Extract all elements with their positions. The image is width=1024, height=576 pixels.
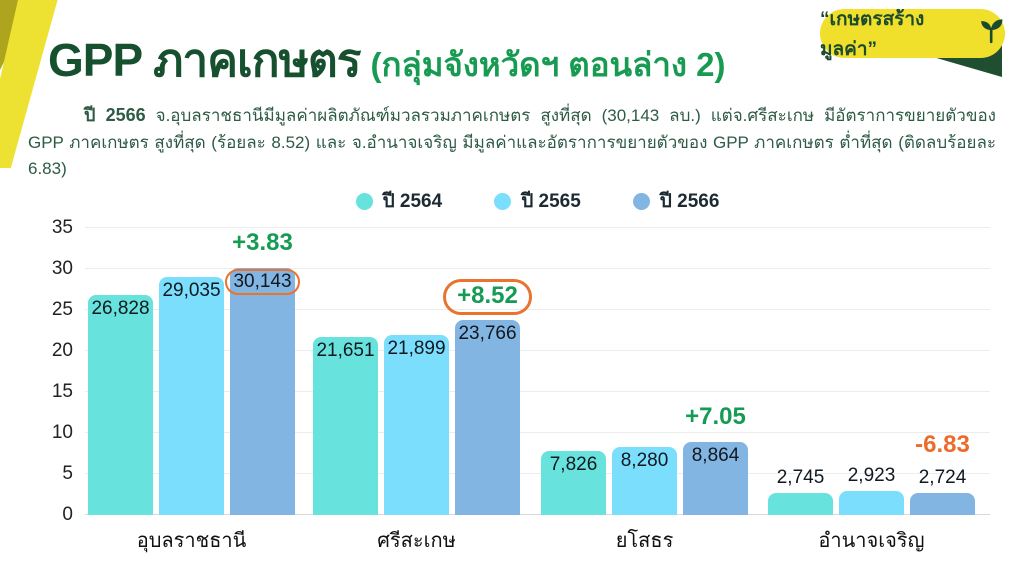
- growth-annotation-text: +3.83: [232, 228, 293, 256]
- bar-value-text: 23,766: [458, 323, 517, 345]
- gridline-15: [85, 391, 990, 392]
- bar-ปี 2564-อำนาจเจริญ: 2,745: [768, 467, 833, 515]
- summary-body: จ.อุบลราชธานีมีมูลค่าผลิตภัณฑ์มวลรวมภาคเ…: [28, 106, 996, 179]
- bar-value-label: 7,826: [541, 454, 606, 476]
- bar-chart-plot: 0 5 10 15 20 25 30 35 26,828 29,035 30,143 +3.83 อุบ…: [52, 218, 990, 552]
- bar-value-label: 23,766: [455, 323, 520, 345]
- bar-value-label: 2,724: [910, 467, 975, 489]
- bar-value-text: 29,035: [162, 279, 221, 301]
- y-axis-tick-label: 25: [51, 299, 73, 320]
- gridline-0: [85, 514, 990, 515]
- gridline-20: [85, 350, 990, 351]
- gridline-25: [85, 309, 990, 310]
- bar-group-3: 7,826 8,280 8,864 +7.05 ยโสธร: [541, 228, 748, 552]
- bar-value-label: 29,035: [159, 280, 224, 302]
- bar-value-text: 21,651: [316, 340, 375, 362]
- bar-group-1: 26,828 29,035 30,143 +3.83 อุบลราชธานี: [88, 228, 300, 552]
- legend-label: ปี 2564: [382, 191, 443, 212]
- growth-annotation: +8.52: [443, 279, 532, 316]
- bar-ปี 2566-อุบลราชธานี: 30,143: [225, 267, 300, 515]
- growth-annotation: +7.05: [683, 403, 748, 431]
- chart-legend: ปี 2564 ปี 2565 ปี 2566: [85, 186, 990, 216]
- y-axis-tick-label: 5: [62, 463, 73, 484]
- bar-value-label: 8,864: [683, 445, 748, 467]
- bar-value-label: 21,651: [313, 340, 378, 362]
- bar-value-text: 2,923: [847, 465, 896, 487]
- bar-ปี 2566-อำนาจเจริญ: 2,724: [910, 467, 975, 515]
- summary-text: ปี 2566 จ.อุบลราชธานีมีมูลค่าผลิตภัณฑ์มว…: [28, 102, 996, 183]
- page-title: GPP ภาคเกษตร: [48, 34, 361, 86]
- bar-ปี 2564-ศรีสะเกษ: 21,651: [313, 337, 378, 515]
- growth-annotation-text: +8.52: [443, 279, 532, 316]
- y-axis-tick-label: 20: [51, 340, 73, 361]
- bar-value-text: 2,724: [918, 466, 967, 488]
- bar-value-label: 2,745: [768, 467, 833, 489]
- bar-group-2: 21,651 21,899 23,766 +8.52 ศรีสะเกษ: [313, 228, 532, 552]
- gridline-30: [85, 268, 990, 269]
- bar-ปี 2566-ศรีสะเกษ: 23,766: [455, 320, 520, 515]
- bar-value-label: 8,280: [612, 450, 677, 472]
- bar-value-text: 30,143: [225, 268, 300, 295]
- bar-group-4: 2,745 2,923 2,724 -6.83 อำนาจเจริญ: [768, 228, 975, 552]
- page-subtitle: (กลุ่มจังหวัดฯ ตอนล่าง 2): [370, 46, 726, 83]
- bar-ปี 2565-ยโสธร: 8,280: [612, 447, 677, 515]
- legend-label: ปี 2566: [659, 191, 720, 212]
- growth-annotation: -6.83: [910, 431, 975, 459]
- bar-ปี 2566-ยโสธร: 8,864: [683, 442, 748, 515]
- bar-ปี 2565-ศรีสะเกษ: 21,899: [384, 335, 449, 515]
- y-axis-tick-label: 15: [51, 381, 73, 402]
- bar-ปี 2564-อุบลราชธานี: 26,828: [88, 295, 153, 515]
- gridline-10: [85, 432, 990, 433]
- page-header: GPP ภาคเกษตร (กลุ่มจังหวัดฯ ตอนล่าง 2): [48, 24, 726, 97]
- bar-value-label: 26,828: [88, 298, 153, 320]
- y-axis-tick-label: 10: [51, 422, 73, 443]
- legend-color-dot: [632, 192, 650, 210]
- y-axis-tick-label: 30: [51, 258, 73, 279]
- bar-value-label: 30,143: [225, 268, 300, 295]
- bar-value-text: 26,828: [91, 298, 150, 320]
- y-axis-tick-label: 35: [51, 217, 73, 238]
- x-axis-category-label: อำนาจเจริญ: [818, 530, 925, 552]
- legend-item-2: ปี 2565: [494, 186, 581, 216]
- legend-item-3: ปี 2566: [632, 186, 720, 216]
- bar-ปี 2564-ยโสธร: 7,826: [541, 450, 606, 515]
- sprout-icon: [980, 18, 1003, 43]
- bar-ปี 2565-อำนาจเจริญ: 2,923: [839, 465, 904, 515]
- gridline-35: [85, 227, 990, 228]
- bar-value-text: 7,826: [549, 453, 598, 475]
- legend-color-dot: [494, 192, 512, 210]
- x-axis-category-label: ศรีสะเกษ: [377, 530, 456, 552]
- x-axis-category-label: อุบลราชธานี: [136, 530, 247, 552]
- legend-label: ปี 2565: [521, 191, 581, 212]
- growth-annotation: +3.83: [230, 229, 295, 257]
- bar-value-text: 8,864: [691, 445, 740, 467]
- legend-color-dot: [355, 192, 373, 210]
- bar-value-text: 2,745: [776, 466, 825, 488]
- growth-annotation-text: +7.05: [685, 403, 746, 431]
- legend-item-1: ปี 2564: [355, 186, 443, 216]
- bar-value-label: 2,923: [839, 465, 904, 487]
- growth-annotation-text: -6.83: [915, 430, 970, 458]
- slogan-badge-label: “เกษตรสร้างมูลค่า”: [820, 8, 925, 60]
- gridline-5: [85, 473, 990, 474]
- bar-value-text: 21,899: [387, 338, 446, 360]
- bar-value-text: 8,280: [620, 450, 669, 472]
- y-axis-tick-label: 0: [62, 504, 73, 525]
- bar-ปี 2565-อุบลราชธานี: 29,035: [159, 276, 224, 515]
- summary-lead: ปี 2566: [84, 105, 146, 125]
- slogan-badge: “เกษตรสร้างมูลค่า”: [820, 9, 1005, 60]
- bar-value-label: 21,899: [384, 338, 449, 360]
- x-axis-category-label: ยโสธร: [615, 530, 674, 552]
